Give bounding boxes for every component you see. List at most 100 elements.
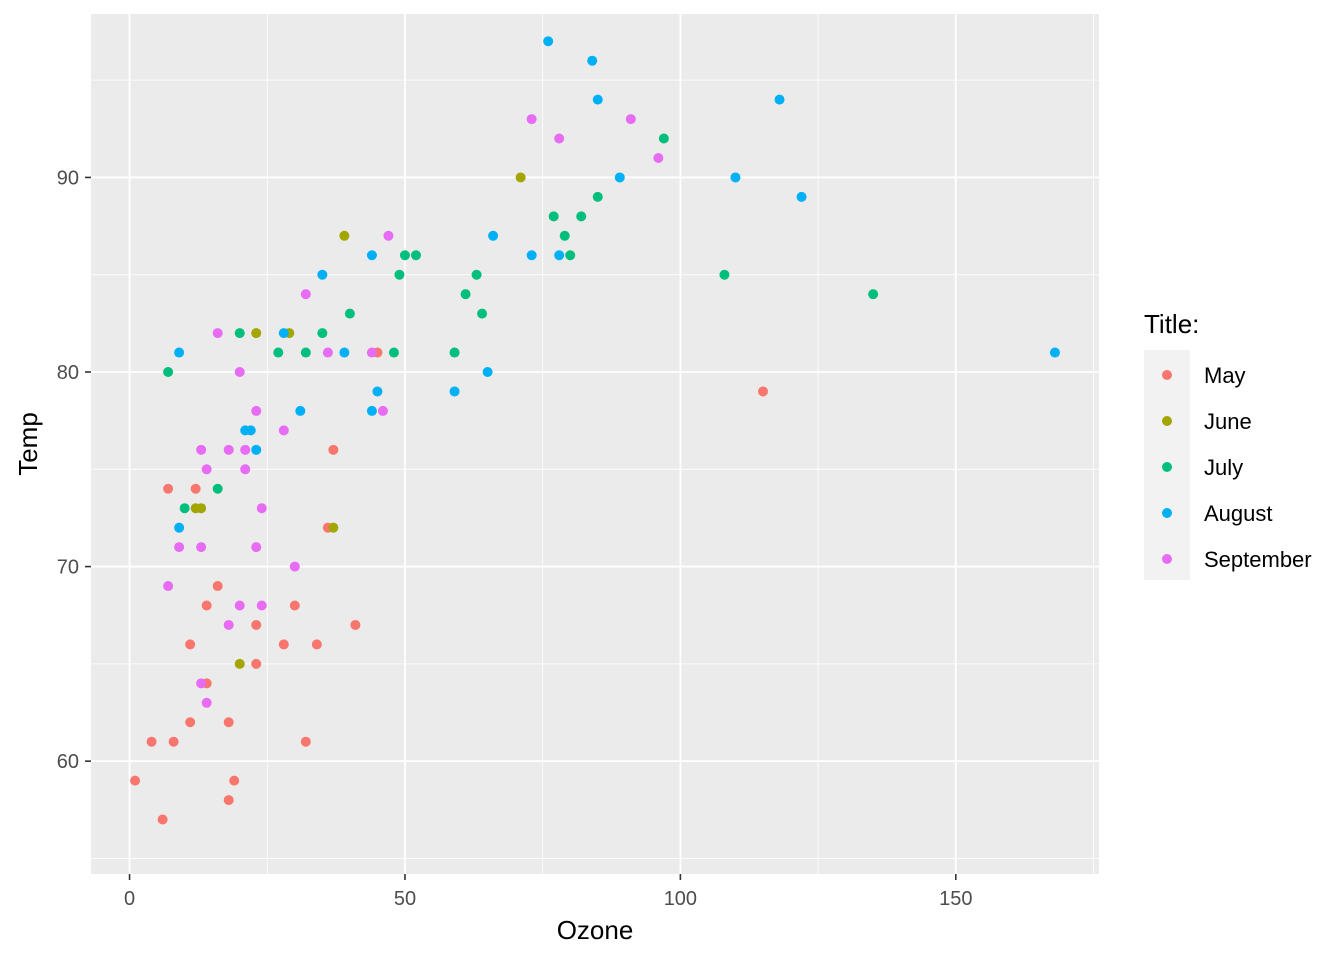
point-september (625, 114, 636, 125)
x-tick-label: 0 (124, 888, 135, 910)
point-august (488, 230, 499, 241)
point-september (526, 114, 537, 125)
point-may (212, 581, 223, 592)
point-july (460, 289, 471, 300)
point-august (796, 191, 807, 202)
point-august (614, 172, 625, 183)
x-axis: 0 50 100 150 (124, 874, 972, 910)
legend-title: Title: (1144, 309, 1199, 339)
point-august (251, 444, 262, 455)
point-september (234, 367, 245, 378)
point-september (212, 328, 223, 339)
point-may (328, 444, 339, 455)
point-july (576, 211, 587, 222)
point-may (229, 775, 240, 786)
point-july (449, 347, 460, 358)
point-august (730, 172, 741, 183)
point-august (372, 386, 383, 397)
point-september (256, 600, 267, 611)
point-august (526, 250, 537, 261)
point-july (163, 367, 174, 378)
point-may (157, 814, 168, 825)
point-may (251, 619, 262, 630)
point-july (471, 269, 482, 280)
point-july (719, 269, 730, 280)
point-august (278, 328, 289, 339)
point-july (658, 133, 669, 144)
point-may (130, 775, 141, 786)
point-july (344, 308, 355, 319)
point-june (196, 503, 207, 514)
point-september (240, 464, 251, 475)
legend: Title: May June July August September (1144, 309, 1312, 580)
point-august (245, 425, 256, 436)
point-july (394, 269, 405, 280)
point-september (234, 600, 245, 611)
point-september (163, 581, 174, 592)
point-august (587, 55, 598, 66)
point-september (366, 347, 377, 358)
point-may (185, 639, 196, 650)
y-axis: 60 70 80 90 (57, 167, 91, 773)
point-july (399, 250, 410, 261)
legend-label-september: September (1204, 547, 1312, 572)
point-august (543, 36, 554, 47)
point-july (234, 328, 245, 339)
point-september (223, 619, 234, 630)
point-may (758, 386, 768, 397)
point-september (223, 444, 234, 455)
x-tick-label: 100 (664, 888, 697, 910)
point-july (179, 503, 190, 514)
point-may (190, 483, 201, 494)
point-july (565, 250, 576, 261)
point-september (322, 347, 333, 358)
point-september (383, 230, 394, 241)
x-tick-label: 150 (939, 888, 972, 910)
point-september (240, 444, 251, 455)
point-august (449, 386, 460, 397)
point-may (300, 736, 311, 747)
point-july (559, 230, 570, 241)
point-june (328, 522, 339, 533)
point-september (251, 542, 262, 553)
point-july (868, 289, 879, 300)
point-august (366, 250, 377, 261)
y-tick-label: 80 (57, 362, 79, 384)
point-september (196, 678, 207, 689)
data-points (130, 36, 1060, 825)
point-september (377, 405, 388, 416)
y-tick-label: 90 (57, 167, 79, 189)
legend-label-july: July (1204, 455, 1243, 480)
legend-key-june (1162, 416, 1172, 426)
point-may (278, 639, 289, 650)
point-august (554, 250, 565, 261)
point-september (653, 152, 664, 163)
point-may (223, 717, 234, 728)
point-july (273, 347, 284, 358)
x-axis-title: Ozone (557, 915, 634, 945)
point-august (1049, 347, 1060, 358)
point-september (196, 444, 207, 455)
point-may (350, 619, 361, 630)
point-june (515, 172, 526, 183)
point-september (300, 289, 311, 300)
point-june (234, 658, 245, 669)
point-august (339, 347, 350, 358)
point-august (482, 367, 493, 378)
point-june (339, 230, 350, 241)
point-may (185, 717, 196, 728)
y-tick-label: 60 (57, 751, 79, 773)
point-may (201, 600, 212, 611)
point-september (174, 542, 185, 553)
point-september (196, 542, 207, 553)
plot-panel (91, 14, 1099, 874)
point-july (592, 191, 603, 202)
point-august (174, 522, 185, 533)
point-july (548, 211, 559, 222)
point-september (201, 464, 212, 475)
legend-label-august: August (1204, 501, 1273, 526)
legend-label-may: May (1204, 363, 1246, 388)
point-september (554, 133, 565, 144)
legend-label-june: June (1204, 409, 1252, 434)
